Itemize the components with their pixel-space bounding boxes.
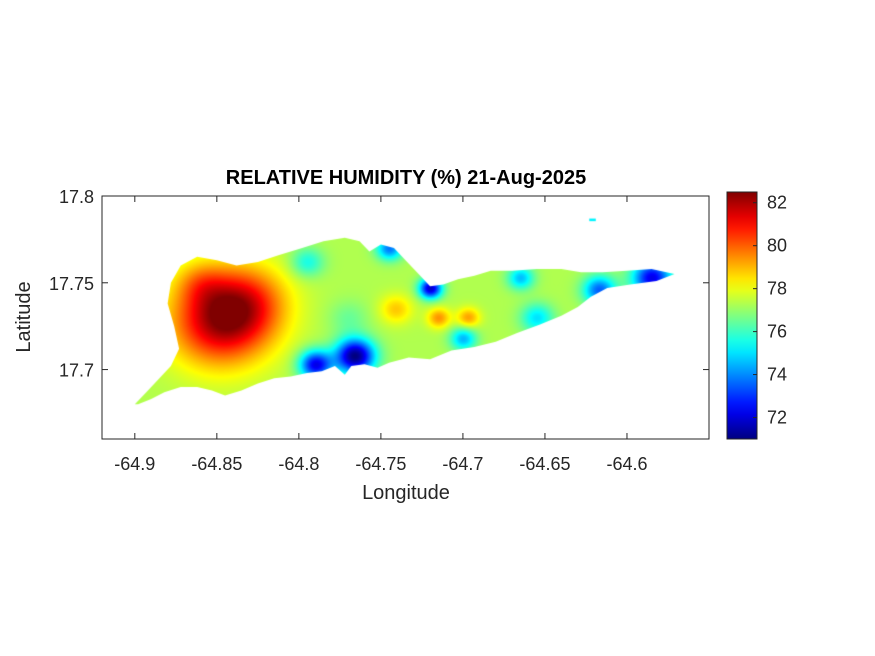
y-axis: 17.7 17.75 17.8 bbox=[49, 187, 709, 381]
plot-frame bbox=[101, 195, 710, 440]
x-tick-label: -64.6 bbox=[606, 454, 647, 474]
y-tick-label: 17.8 bbox=[59, 187, 94, 207]
colorbar bbox=[726, 191, 758, 440]
chart-title: RELATIVE HUMIDITY (%) 21-Aug-2025 bbox=[226, 167, 586, 189]
colorbar-tick-label: 80 bbox=[767, 236, 787, 256]
humidity-heatmap bbox=[102, 196, 709, 439]
x-tick-label: -64.85 bbox=[191, 454, 242, 474]
x-tick-label: -64.8 bbox=[278, 454, 319, 474]
colorbar-tick-label: 82 bbox=[767, 193, 787, 213]
x-axis-label: Longitude bbox=[362, 482, 450, 504]
colorbar-tick-label: 78 bbox=[767, 279, 787, 299]
y-tick-label: 17.7 bbox=[59, 361, 94, 381]
colorbar-tick-label: 74 bbox=[767, 365, 787, 385]
colorbar-ticks: 72 74 76 78 80 82 bbox=[753, 193, 787, 428]
colorbar-tick-label: 76 bbox=[767, 322, 787, 342]
y-axis-label: Latitude bbox=[13, 281, 35, 352]
x-tick-label: -64.65 bbox=[519, 454, 570, 474]
y-tick-label: 17.75 bbox=[49, 274, 94, 294]
colorbar-tick-label: 72 bbox=[767, 408, 787, 428]
x-axis: -64.9 -64.85 -64.8 -64.75 -64.7 -64.65 -64.6 bbox=[114, 196, 647, 474]
x-tick-label: -64.7 bbox=[442, 454, 483, 474]
x-tick-label: -64.75 bbox=[355, 454, 406, 474]
x-tick-label: -64.9 bbox=[114, 454, 155, 474]
